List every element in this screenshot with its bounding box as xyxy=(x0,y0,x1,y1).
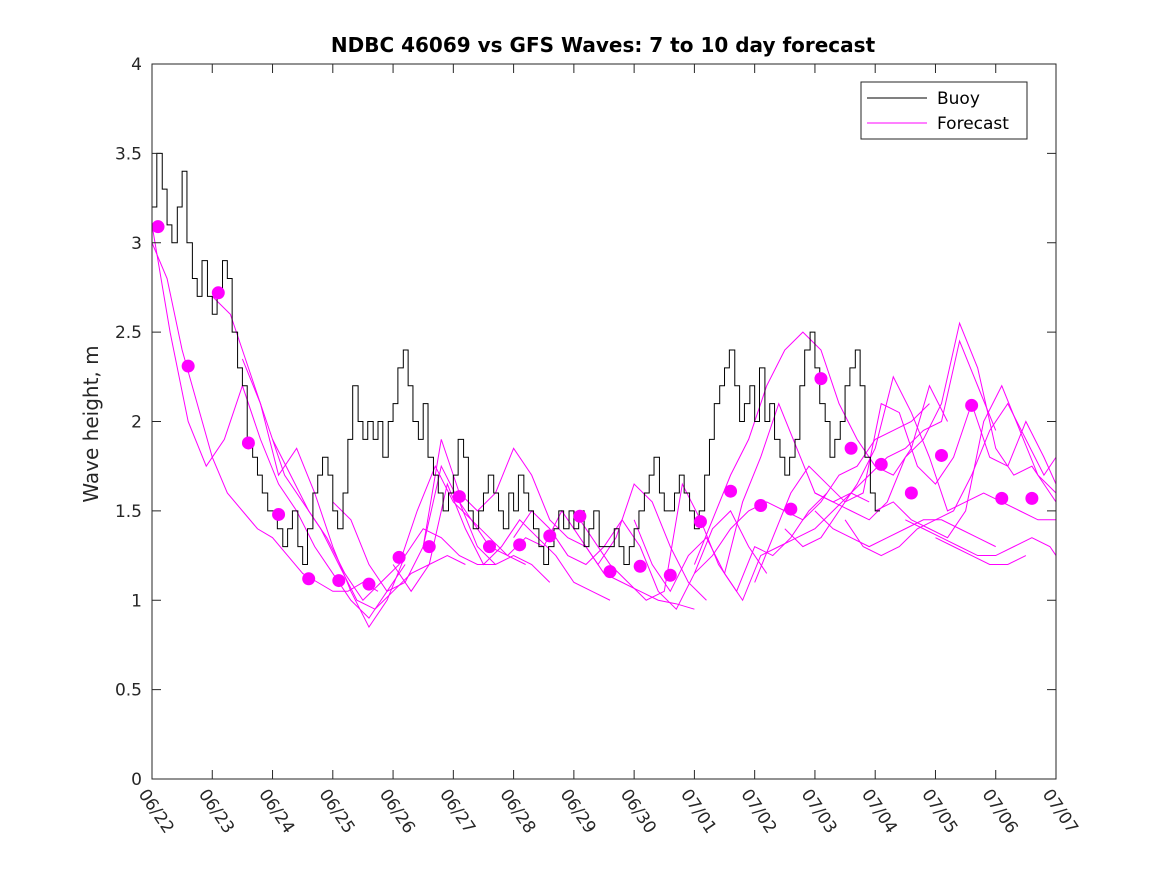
forecast-line-1 xyxy=(151,224,406,619)
forecast-marker-0 xyxy=(151,220,165,234)
forecast-marker-18 xyxy=(693,515,707,529)
forecast-line-22 xyxy=(935,537,1027,565)
forecast-line-12 xyxy=(694,403,930,574)
forecast-marker-10 xyxy=(452,490,466,504)
chart-title: NDBC 46069 vs GFS Waves: 7 to 10 day for… xyxy=(331,33,876,57)
y-tick-label: 2.5 xyxy=(115,323,142,343)
legend-box xyxy=(860,81,1028,140)
forecast-marker-24 xyxy=(874,457,888,471)
forecast-marker-12 xyxy=(513,538,527,552)
forecast-line-4 xyxy=(272,439,526,602)
y-tick-label: 1.5 xyxy=(115,502,142,522)
forecast-marker-1 xyxy=(181,359,195,373)
plot-area xyxy=(151,152,1057,629)
legend-forecast-label: Forecast xyxy=(937,114,1009,134)
forecast-line-5 xyxy=(332,464,551,592)
forecast-line-14 xyxy=(724,339,997,574)
forecast-marker-22 xyxy=(814,372,828,386)
y-tick-label: 0.5 xyxy=(115,681,142,701)
forecast-line-2 xyxy=(211,296,466,610)
forecast-line-19 xyxy=(874,384,1057,539)
forecast-marker-6 xyxy=(332,574,346,588)
forecast-marker-13 xyxy=(543,529,557,543)
y-tick-label: 2 xyxy=(131,413,142,433)
forecast-line-11 xyxy=(633,492,870,602)
forecast-marker-11 xyxy=(482,540,496,554)
y-tick-label: 3 xyxy=(131,234,142,254)
forecast-line-21 xyxy=(905,519,1057,557)
forecast-marker-15 xyxy=(603,565,617,579)
forecast-line-17 xyxy=(814,321,1057,521)
forecast-line-20 xyxy=(814,510,996,548)
y-tick-label: 1 xyxy=(131,591,142,611)
forecast-marker-2 xyxy=(211,286,225,300)
forecast-marker-8 xyxy=(392,550,406,564)
forecast-line-3 xyxy=(241,358,496,629)
y-tick-label: 3.5 xyxy=(115,144,142,164)
forecast-marker-20 xyxy=(754,499,768,513)
forecast-marker-28 xyxy=(995,491,1009,505)
forecast-marker-9 xyxy=(422,540,436,554)
forecast-marker-25 xyxy=(904,486,918,500)
forecast-marker-23 xyxy=(844,441,858,455)
forecast-marker-5 xyxy=(302,572,316,586)
forecast-marker-16 xyxy=(633,559,647,573)
forecast-line-6 xyxy=(392,482,611,601)
forecast-marker-26 xyxy=(934,448,948,462)
forecast-marker-29 xyxy=(1025,491,1039,505)
forecast-marker-19 xyxy=(724,484,738,498)
forecast-marker-17 xyxy=(663,568,677,582)
forecast-line-18 xyxy=(844,402,1057,557)
y-axis-label: Wave height, m xyxy=(79,345,103,502)
forecast-line-15 xyxy=(754,402,1057,583)
forecast-marker-27 xyxy=(965,398,979,412)
y-tick-label: 0 xyxy=(131,770,142,790)
forecast-line-8 xyxy=(452,483,707,601)
forecast-marker-7 xyxy=(362,577,376,591)
legend: Buoy Forecast xyxy=(860,81,1028,140)
forecast-marker-3 xyxy=(241,436,255,450)
forecast-line-0 xyxy=(151,242,379,592)
forecast-marker-14 xyxy=(573,509,587,523)
forecast-marker-21 xyxy=(784,502,798,516)
forecast-line-16 xyxy=(784,375,1056,548)
legend-buoy-label: Buoy xyxy=(937,89,980,109)
y-tick-label: 4 xyxy=(131,55,142,75)
forecast-marker-4 xyxy=(272,507,286,521)
